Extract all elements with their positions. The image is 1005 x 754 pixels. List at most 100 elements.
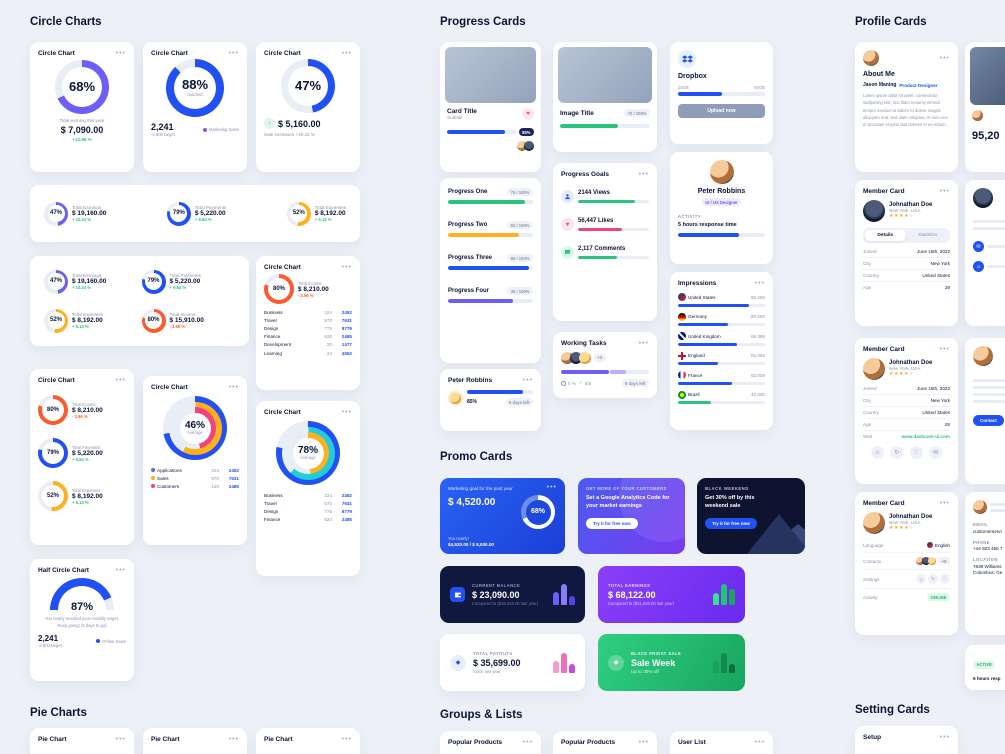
country: United Kingdom [688, 333, 721, 339]
field-value[interactable]: English [934, 542, 950, 548]
table-row: Business 224 2452 [264, 491, 352, 499]
stat-caption: Compared to ($19,340.00 last year) [472, 601, 539, 606]
more-icon[interactable]: ••• [638, 171, 649, 178]
donut-ring: 46% Average [168, 401, 222, 455]
extra-contacts-badge[interactable]: +9 [938, 557, 950, 566]
stat-amount: $ 8,192.00 [72, 492, 103, 500]
refresh-icon[interactable]: ↻ [928, 574, 938, 585]
donut-chart: 88% reached [166, 59, 224, 117]
web-link[interactable]: www.dashcom-ui.com [901, 434, 950, 439]
row-label: Travel [264, 500, 277, 506]
address-line-1: 7839 Williams [973, 563, 1002, 569]
more-icon[interactable]: ••• [546, 484, 557, 491]
wallet-icon [450, 587, 465, 602]
row-label: Business [264, 492, 283, 498]
heart-icon[interactable]: ♡ [940, 574, 950, 585]
country: Brazil [688, 392, 700, 397]
donut-chart: 52% [286, 201, 311, 226]
try-free-button[interactable]: Try it for free now [705, 517, 757, 530]
more-icon[interactable]: ••• [228, 50, 239, 57]
mail-icon[interactable]: ✉ [928, 446, 942, 459]
progress-bar [467, 390, 533, 394]
circle-chart-table-card: Circle Chart ••• 80% Total Income $ 8,210.… [256, 256, 360, 390]
card-title: Pie Chart [151, 736, 180, 743]
stat-amount: $ 8,210.00 [298, 285, 329, 293]
row-value-2: 2485 [341, 517, 352, 523]
more-icon[interactable]: ••• [939, 188, 950, 195]
email-value[interactable]: customerservi [973, 528, 1002, 534]
address-line-2: Columbus, Ge [973, 569, 1003, 575]
more-icon[interactable]: ••• [939, 54, 950, 62]
stat-name: Total Income [298, 280, 322, 286]
more-icon[interactable]: ••• [228, 384, 239, 391]
member-name: Johnathan Doe [889, 202, 933, 208]
more-icon[interactable]: ••• [939, 346, 950, 353]
refresh-icon[interactable]: ↻ [890, 446, 904, 459]
profile-cover-card-clipped: + 95,20 [965, 42, 1005, 172]
mail-icon[interactable]: ✉ [973, 241, 984, 252]
stat-name: Total Expenses [72, 487, 101, 493]
star-rating[interactable]: ★★★★★ [889, 371, 932, 378]
card-subtitle: Subtitle [447, 115, 463, 120]
value: 80.265 [750, 294, 765, 300]
stat-caption: Since last year [473, 669, 501, 674]
donut-ring: 46% Average [174, 407, 216, 449]
popular-products-card: Popular Products ••• [553, 731, 657, 754]
row-value-1: 570 [324, 500, 332, 506]
more-icon[interactable]: ••• [522, 739, 533, 746]
progress-goals-card: Progress Goals ••• 2144 Views ♥ 56,447 Li… [553, 163, 657, 321]
upload-button[interactable]: Upload now [678, 104, 765, 118]
progress-bar [448, 299, 533, 304]
tab-details[interactable]: Details [865, 230, 906, 241]
section-title-progress-cards: Progress Cards [440, 16, 526, 28]
star-rating[interactable]: ★★★★★ [889, 525, 932, 532]
more-icon[interactable]: ••• [341, 736, 352, 743]
stat-chip: 79% Total Payments $ 5,220.00 + 9.64 % [141, 269, 236, 294]
stars-filled: ★★★★ [889, 213, 909, 219]
caption: Sale increases +19.24 % [264, 132, 315, 137]
more-icon[interactable]: ••• [754, 280, 765, 287]
legend-dot [151, 468, 155, 473]
more-icon[interactable]: ••• [341, 264, 352, 271]
more-icon[interactable]: ••• [754, 739, 765, 746]
more-icon[interactable]: ••• [228, 736, 239, 743]
heart-icon[interactable]: ♡ [909, 446, 923, 459]
more-icon[interactable]: ••• [939, 734, 950, 741]
row-value-2: 7631 [341, 500, 352, 506]
more-icon[interactable]: ••• [341, 409, 352, 416]
more-icon[interactable]: ••• [638, 340, 649, 347]
extra-members-badge[interactable]: +2 [594, 353, 606, 363]
user-icon[interactable]: ☺ [916, 574, 926, 585]
half-gauge-chart: 87% [50, 578, 114, 612]
person-role[interactable]: Product Designer [899, 82, 938, 88]
text-placeholder [990, 502, 1005, 506]
phone-value[interactable]: +44 923 456 7 [973, 546, 1003, 551]
tab-statistics[interactable]: Statistics [918, 233, 938, 238]
more-icon[interactable]: ••• [522, 377, 533, 384]
location-label: LOCATION [973, 557, 998, 562]
more-icon[interactable]: ••• [341, 50, 352, 57]
more-icon[interactable]: ••• [115, 377, 126, 384]
card-title: Impressions [678, 280, 717, 287]
more-icon[interactable]: ••• [939, 500, 950, 507]
contact-button[interactable]: Contact [973, 415, 1004, 427]
more-icon[interactable]: ••• [638, 739, 649, 746]
storage-used: 25GB [678, 85, 689, 90]
legend-dot [151, 484, 155, 489]
donut-chart: 68% [521, 495, 555, 529]
more-icon[interactable]: ••• [115, 736, 126, 743]
row-value-1: 20 [326, 342, 332, 348]
stat-label: TOTAL EARNINGS [608, 583, 651, 588]
email-label: EMAIL [973, 522, 989, 527]
stat-name: Total Payments [169, 273, 201, 278]
user-icon[interactable]: ☺ [973, 261, 984, 272]
field-label: Age [863, 422, 872, 427]
try-free-button[interactable]: Try it for free now [586, 517, 638, 530]
star-rating[interactable]: ★★★★★ [889, 213, 932, 220]
user-icon[interactable]: ☺ [871, 446, 884, 459]
more-icon[interactable]: ••• [115, 567, 126, 574]
card-title: Circle Chart [38, 377, 75, 384]
more-icon[interactable]: ••• [115, 50, 126, 57]
heart-icon[interactable]: ♥ [522, 108, 534, 120]
avatar [928, 557, 937, 566]
